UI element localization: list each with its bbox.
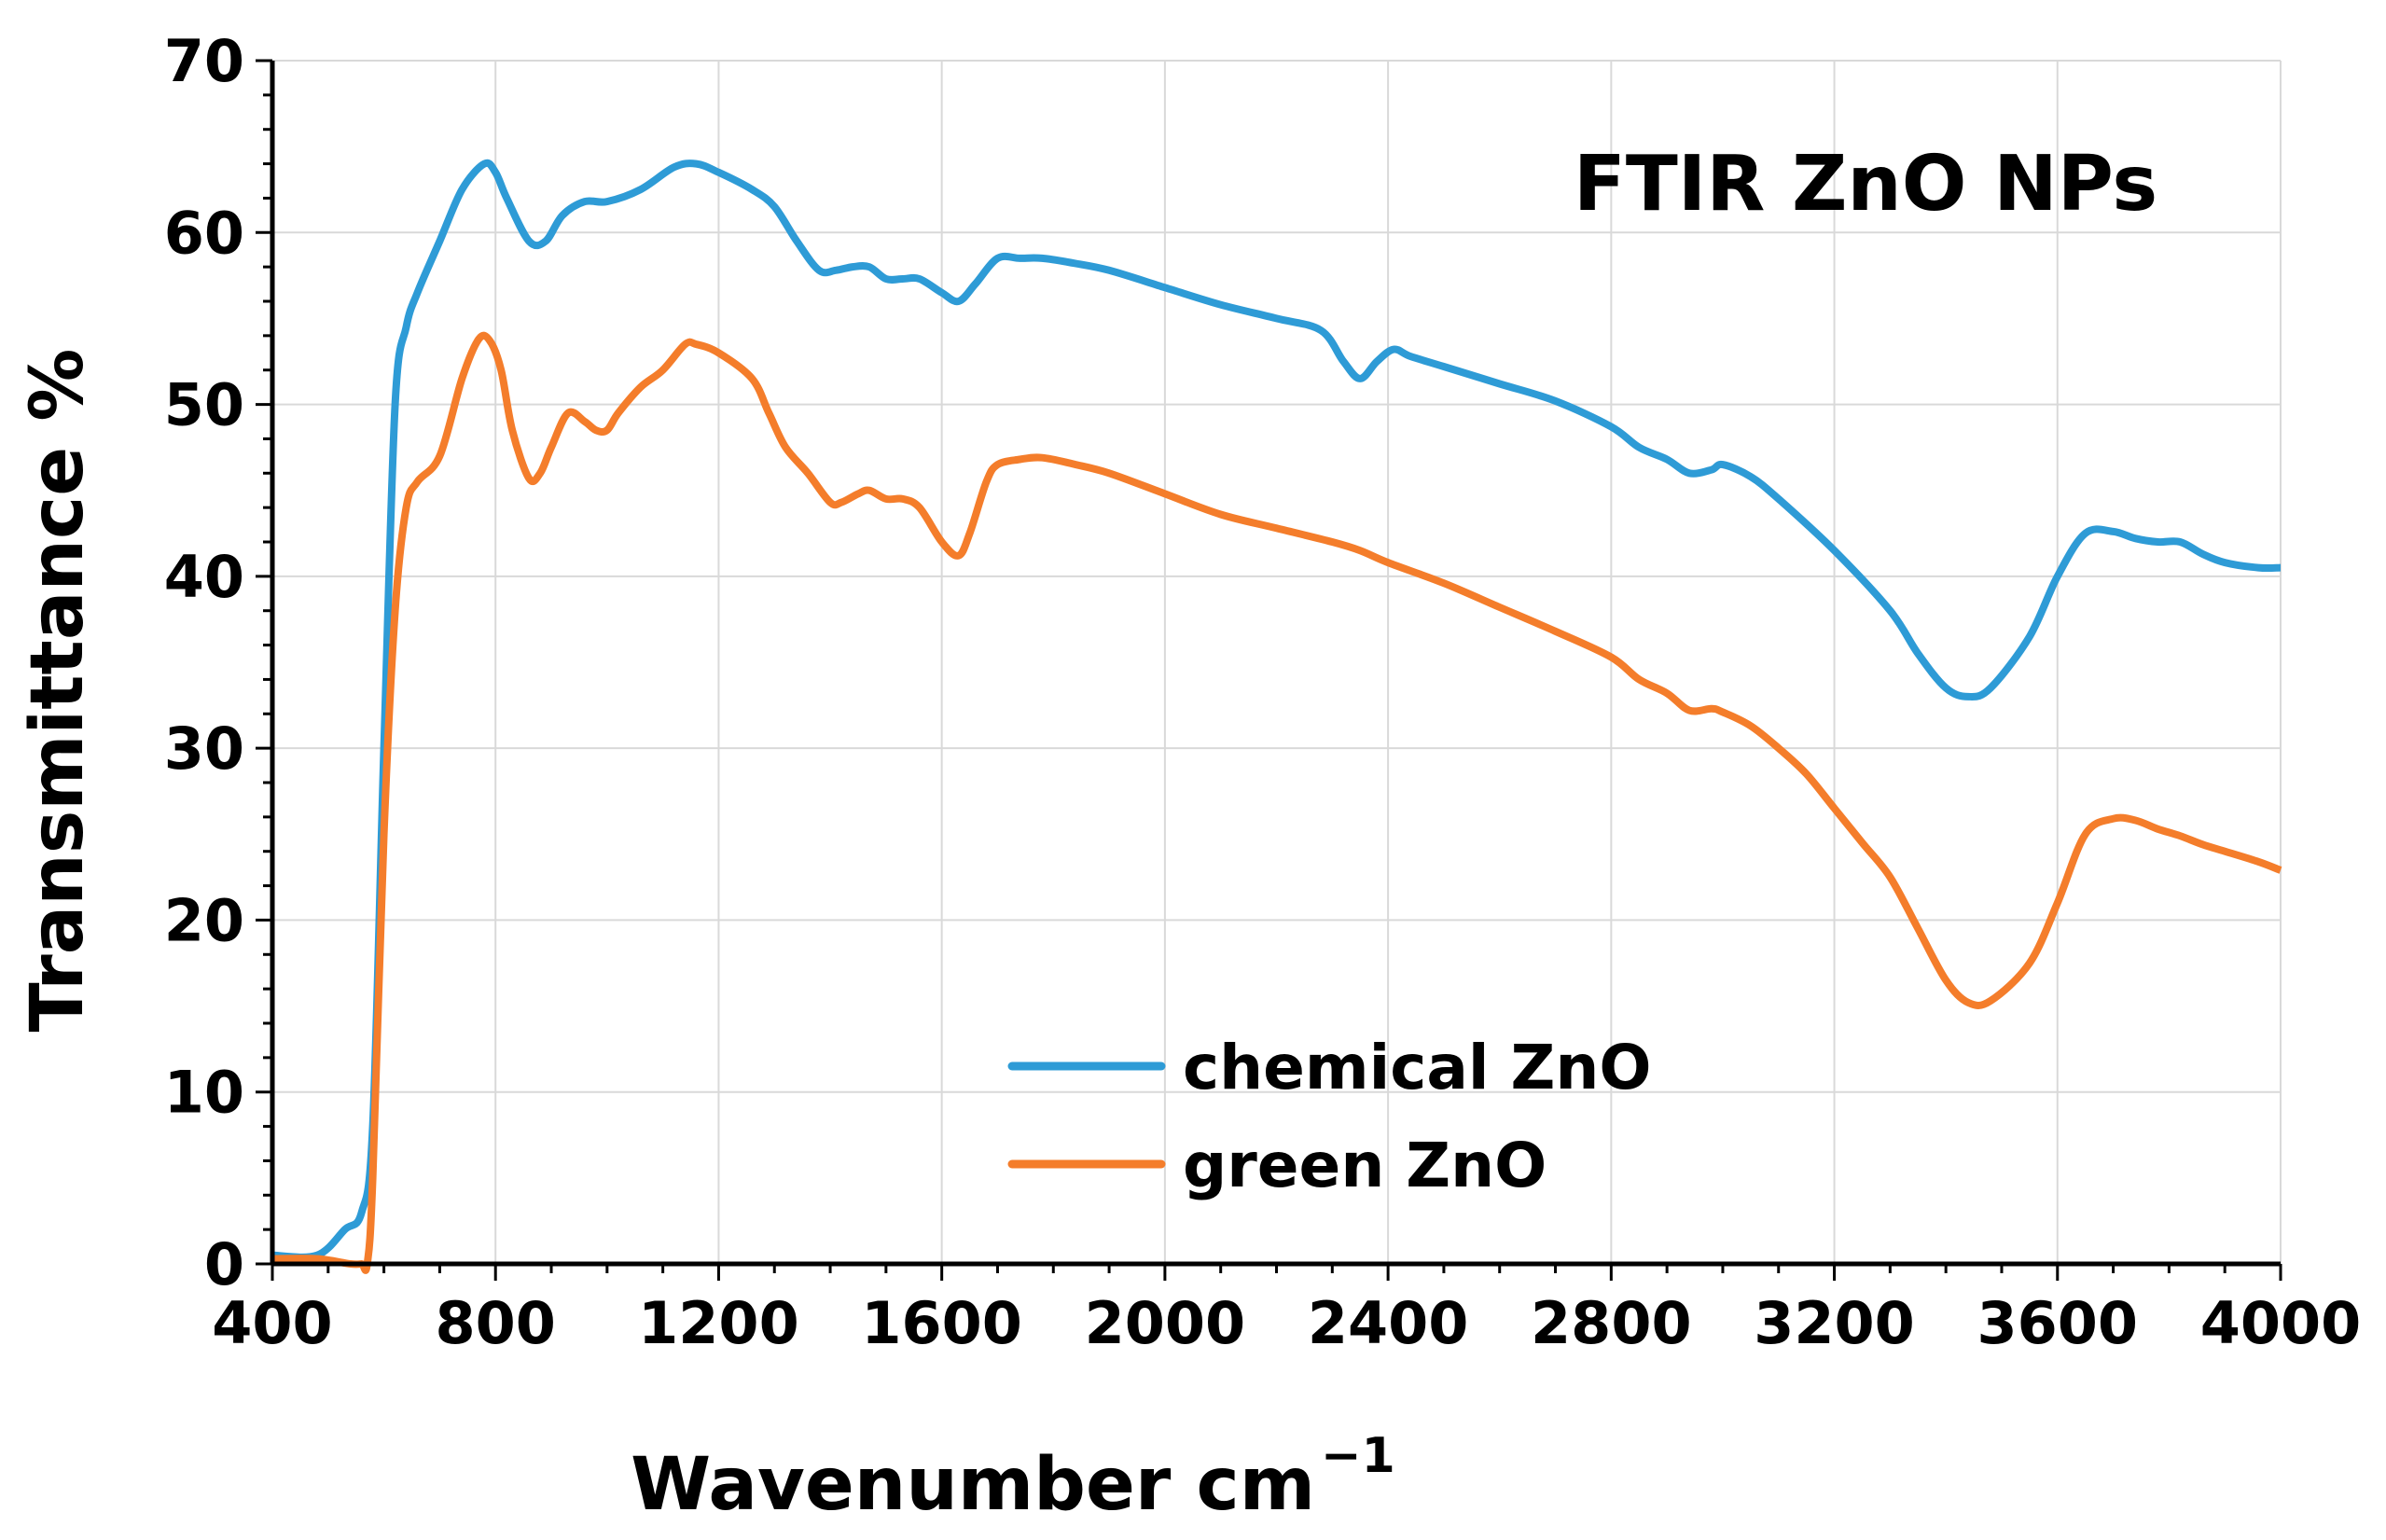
y-tick-label-50: 50 bbox=[164, 371, 244, 439]
x-axis-title: Wavenumber cm bbox=[631, 1443, 1315, 1527]
legend-label-chemical-zno: chemical ZnO bbox=[1183, 1032, 1651, 1103]
y-tick-labels: 0 10 20 30 40 50 60 70 bbox=[164, 27, 244, 1298]
grid-lines bbox=[272, 60, 2282, 1264]
x-tick-labels: 400 800 1200 1600 2000 2400 2800 3200 3600 4000 bbox=[212, 1289, 2361, 1357]
x-tick-label-400: 400 bbox=[212, 1289, 332, 1357]
x-tick-label-2800: 2800 bbox=[1531, 1289, 1692, 1357]
axes bbox=[256, 59, 2282, 1281]
y-tick-label-20: 20 bbox=[164, 886, 244, 954]
x-tick-label-4000: 4000 bbox=[2200, 1289, 2362, 1357]
legend-label-green-zno: green ZnO bbox=[1183, 1130, 1547, 1201]
y-tick-label-60: 60 bbox=[164, 199, 244, 267]
x-tick-label-800: 800 bbox=[436, 1289, 556, 1357]
y-tick-label-0: 0 bbox=[204, 1230, 244, 1298]
y-tick-label-10: 10 bbox=[164, 1059, 244, 1127]
x-tick-label-1200: 1200 bbox=[638, 1289, 799, 1357]
series-group bbox=[271, 159, 2282, 1274]
x-tick-label-2000: 2000 bbox=[1085, 1289, 1246, 1357]
y-tick-label-40: 40 bbox=[164, 543, 244, 611]
x-tick-label-2400: 2400 bbox=[1308, 1289, 1469, 1357]
y-axis-title: Transmittance % bbox=[16, 349, 100, 1033]
legend: chemical ZnO green ZnO bbox=[1007, 1032, 1651, 1201]
y-tick-label-30: 30 bbox=[164, 715, 244, 783]
x-tick-label-3200: 3200 bbox=[1754, 1289, 1915, 1357]
series-line-chemical-zno bbox=[271, 159, 2282, 1261]
y-tick-label-70: 70 bbox=[164, 27, 244, 95]
chart-title: FTIR ZnO NPs bbox=[1574, 140, 2157, 229]
x-tick-label-1600: 1600 bbox=[861, 1289, 1022, 1357]
x-tick-label-3600: 3600 bbox=[1977, 1289, 2138, 1357]
x-axis-title-superscript: −1 bbox=[1321, 1428, 1395, 1484]
series-line-green-zno bbox=[271, 331, 2282, 1274]
